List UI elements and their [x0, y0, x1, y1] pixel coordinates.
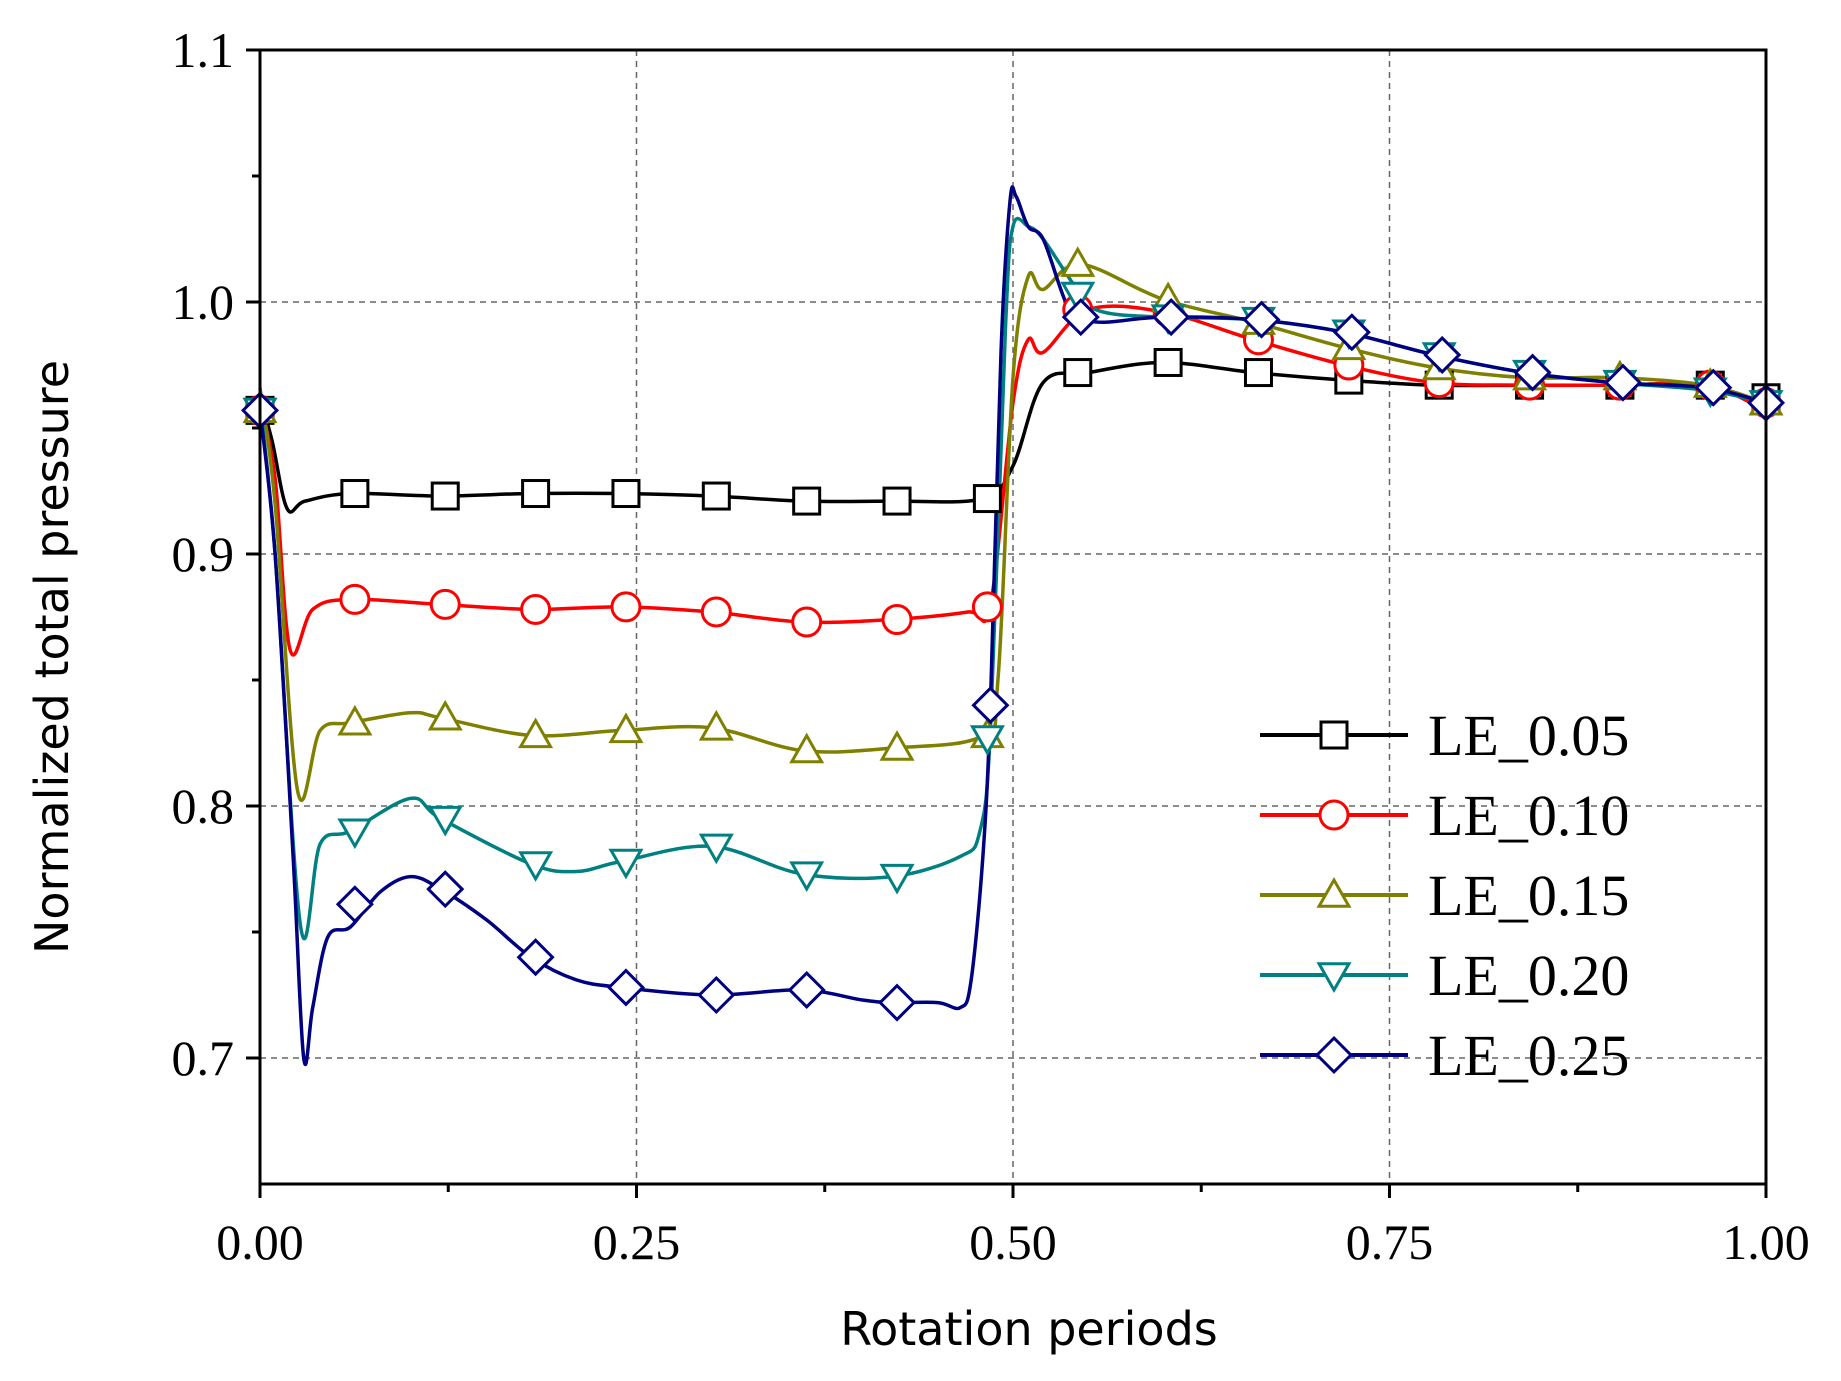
data-point-LE_0.10: [791, 606, 823, 638]
data-point-LE_0.05: [972, 484, 1002, 514]
data-point-LE_0.05: [611, 479, 641, 509]
data-point-LE_0.05: [430, 481, 460, 511]
data-point-LE_0.25: [516, 938, 555, 977]
legend-label: LE_0.05: [1428, 703, 1629, 768]
data-point-LE_0.20: [879, 863, 915, 895]
y-tick-label: 1.0: [172, 274, 235, 330]
data-point-LE_0.25: [426, 870, 465, 909]
legend-marker: [1319, 720, 1349, 750]
data-point-LE_0.25: [606, 968, 645, 1007]
data-point-LE_0.05: [1153, 347, 1183, 377]
y-tick-label: 1.1: [172, 22, 235, 78]
data-point-LE_0.25: [1694, 368, 1733, 407]
data-point-LE_0.10: [971, 591, 1003, 623]
data-point-LE_0.10: [881, 604, 913, 636]
legend: LE_0.05 LE_0.10 LE_0.15 LE_0.20 LE_0.25: [1260, 703, 1629, 1088]
y-tick-label: 0.9: [172, 526, 235, 582]
data-point-LE_0.05: [882, 486, 912, 516]
data-point-LE_0.20: [1060, 281, 1096, 313]
data-point-LE_0.25: [1242, 300, 1281, 339]
tick-labels: 0.00 0.25 0.50 0.75 1.00 0.7 0.8 0.9 1.0 1.1: [172, 22, 1810, 1270]
x-tick-label: 0.50: [969, 1214, 1057, 1270]
grid-lines: [260, 50, 1766, 1184]
legend-marker: [1314, 1035, 1354, 1075]
data-point-LE_0.15: [518, 717, 554, 749]
series-line-LE_0.25: [258, 185, 1767, 1067]
data-point-LE_0.15: [698, 709, 734, 741]
axis-ticks: [246, 48, 1768, 1198]
y-axis-title: Normalized total pressure: [25, 360, 79, 954]
data-point-LE_0.25: [1332, 313, 1371, 352]
data-point-LE_0.20: [969, 725, 1005, 756]
x-tick-label: 0.25: [593, 1214, 681, 1270]
legend-marker: [1316, 962, 1352, 993]
data-point-LE_0.25: [878, 983, 917, 1022]
data-point-LE_0.25: [1423, 335, 1462, 374]
data-point-LE_0.15: [608, 712, 644, 744]
data-point-LE_0.05: [701, 481, 731, 511]
data-point-LE_0.25: [1152, 298, 1191, 337]
data-point-LE_0.10: [610, 591, 642, 623]
x-tick-label: 0.75: [1346, 1214, 1434, 1270]
legend-label: LE_0.25: [1428, 1023, 1629, 1088]
data-point-LE_0.25: [971, 686, 1010, 725]
legend-marker: [1316, 877, 1352, 908]
y-tick-label: 0.7: [172, 1030, 235, 1086]
legend-label: LE_0.15: [1428, 863, 1629, 928]
data-point-LE_0.25: [697, 975, 736, 1015]
data-point-LE_0.05: [521, 479, 551, 509]
data-point-LE_0.25: [1603, 363, 1642, 402]
data-point-LE_0.15: [879, 730, 915, 761]
data-point-LE_0.10: [429, 588, 461, 620]
data-point-LE_0.15: [337, 704, 373, 736]
data-point-LE_0.20: [608, 848, 644, 880]
data-point-LE_0.05: [340, 479, 370, 509]
y-tick-label: 0.8: [172, 778, 235, 834]
data-point-LE_0.10: [339, 583, 371, 615]
legend-label: LE_0.20: [1428, 943, 1629, 1008]
data-point-LE_0.20: [789, 861, 825, 893]
data-point-LE_0.15: [427, 699, 463, 731]
data-point-LE_0.25: [787, 970, 826, 1009]
data-point-LE_0.20: [427, 805, 463, 837]
data-point-LE_0.20: [698, 833, 734, 865]
data-point-LE_0.10: [700, 596, 732, 628]
data-point-LE_0.20: [518, 851, 554, 882]
data-point-LE_0.25: [1513, 353, 1552, 392]
data-point-LE_0.05: [1243, 358, 1273, 388]
data-point-LE_0.20: [337, 818, 373, 850]
data-point-LE_0.25: [1061, 298, 1100, 337]
data-point-LE_0.25: [335, 885, 374, 924]
data-point-LE_0.15: [789, 732, 825, 764]
x-axis-title: Rotation periods: [840, 1302, 1218, 1356]
data-point-LE_0.15: [1060, 246, 1096, 277]
x-tick-label: 1.00: [1722, 1214, 1810, 1270]
legend-label: LE_0.10: [1428, 783, 1629, 848]
x-tick-label: 0.00: [216, 1214, 304, 1270]
data-point-LE_0.10: [520, 593, 552, 625]
data-point-LE_0.05: [1063, 358, 1093, 388]
legend-marker: [1318, 799, 1350, 831]
data-point-LE_0.05: [792, 486, 822, 516]
